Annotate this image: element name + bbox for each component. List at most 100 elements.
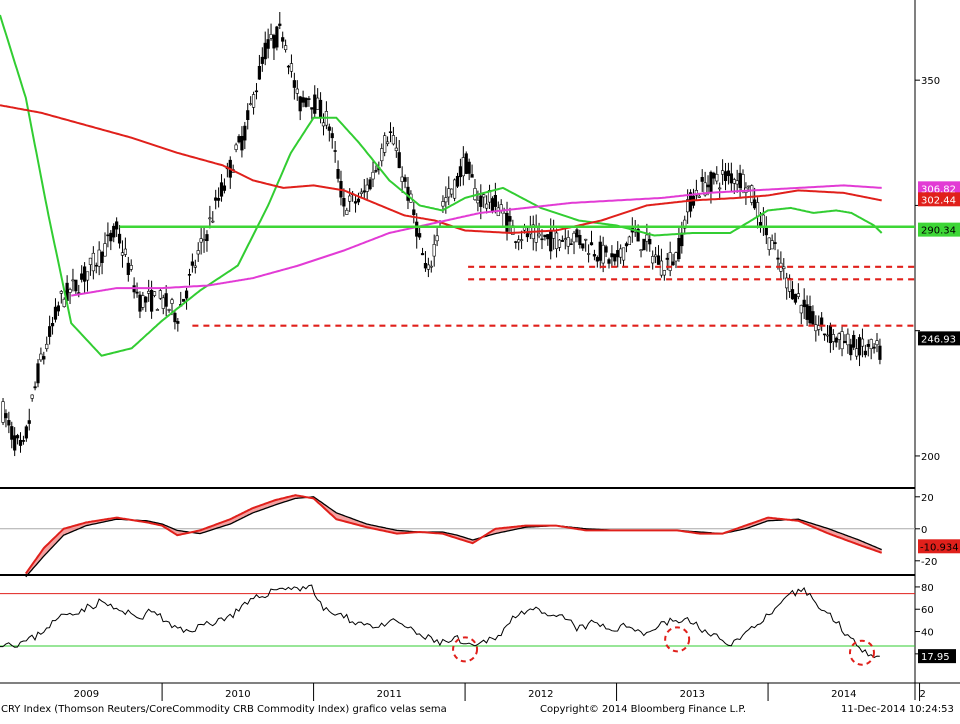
candle-body: [263, 42, 267, 60]
candle-body: [36, 363, 40, 384]
candle-body: [50, 322, 55, 327]
ma-green-line: [0, 14, 883, 357]
ma-red-line: [0, 104, 882, 235]
candle-body: [688, 192, 693, 212]
candle-body: [371, 171, 375, 180]
candle-body: [613, 253, 617, 262]
candle-body: [4, 413, 8, 419]
candle-body: [761, 214, 765, 228]
candle-body: [205, 234, 209, 242]
candle-body: [831, 334, 835, 342]
candle-body: [592, 254, 597, 257]
candle-body: [755, 202, 760, 217]
candle-body: [150, 289, 154, 312]
candle-body: [840, 331, 844, 350]
candle-body: [586, 253, 591, 255]
candle-body: [217, 198, 221, 201]
candle-body: [284, 45, 288, 51]
candle-body: [604, 246, 608, 253]
candle-body: [10, 426, 14, 440]
candle-body: [654, 254, 658, 258]
price-value-label: 246.93: [921, 334, 956, 345]
candle-body: [336, 169, 340, 179]
candle-body: [645, 234, 649, 242]
candle-body: [601, 244, 605, 264]
candle-body: [39, 353, 43, 361]
candle-body: [182, 298, 186, 302]
candle-body: [292, 80, 296, 88]
candle-body: [147, 290, 151, 294]
candle-body: [656, 255, 661, 265]
candle-body: [639, 249, 643, 252]
candle-body: [318, 99, 323, 119]
candle-body: [546, 234, 550, 240]
price-value-label: 290.34: [921, 226, 956, 237]
candle-body: [866, 343, 870, 347]
candle-body: [869, 339, 873, 349]
x-axis-year-label: 2012: [528, 689, 553, 700]
candle-body: [671, 261, 675, 266]
candle-body: [24, 426, 28, 439]
candle-body: [674, 252, 678, 262]
copyright-text: Copyright© 2014 Bloomberg Finance L.P.: [540, 704, 747, 715]
candle-body: [665, 257, 669, 260]
candle-body: [834, 337, 838, 343]
candle-body: [138, 294, 142, 312]
candle-body: [33, 386, 37, 389]
candle-body: [814, 324, 818, 332]
candle-body: [83, 266, 87, 282]
candle-body: [822, 333, 827, 336]
x-axis-year-label: 2009: [74, 689, 99, 700]
candle-body: [552, 230, 556, 239]
security-description: CRY Index (Thomson Reuters/CoreCommodity…: [1, 704, 447, 715]
candle-body: [790, 289, 795, 300]
candle-body: [243, 125, 247, 141]
candle-body: [269, 34, 273, 39]
candle-body: [875, 340, 879, 346]
candle-body: [648, 239, 652, 245]
candle-body: [158, 290, 162, 299]
candle-body: [345, 209, 349, 215]
candle-body: [27, 420, 31, 424]
candle-body: [219, 182, 224, 197]
candle-body: [196, 250, 200, 255]
candle-body: [415, 221, 419, 237]
candle-body: [432, 244, 436, 257]
candle-body: [155, 309, 160, 311]
oscillator-tick-label: 20: [921, 493, 934, 504]
candle-body: [563, 238, 567, 240]
candle-body: [313, 94, 317, 114]
candle-body: [91, 252, 95, 272]
candle-body: [80, 273, 84, 280]
candle-body: [356, 198, 361, 203]
candle-body: [362, 190, 366, 193]
price-value-label-bg: [918, 181, 960, 196]
candle-body: [514, 241, 518, 243]
candle-body: [680, 232, 684, 247]
price-tick-label: 350: [921, 76, 940, 87]
candle-body: [706, 184, 710, 188]
candle-body: [677, 238, 681, 260]
candle-body: [770, 240, 774, 250]
timestamp: 11-Dec-2014 10:24:53: [841, 704, 954, 715]
candle-body: [718, 187, 722, 190]
candle-body: [566, 237, 570, 247]
candle-body: [537, 233, 541, 237]
candle-body: [385, 141, 390, 145]
candle-body: [578, 234, 582, 245]
candle-body: [855, 348, 859, 357]
candle-body: [240, 135, 244, 151]
candle-body: [135, 291, 139, 294]
candle-body: [56, 305, 60, 312]
candle-body: [525, 233, 530, 238]
candle-body: [642, 238, 646, 251]
candle-body: [418, 233, 422, 238]
candle-body: [517, 239, 521, 243]
candle-body: [412, 209, 416, 216]
rsi-panel: 8060402017.95: [0, 583, 956, 666]
candle-body: [723, 171, 728, 182]
candle-body: [543, 234, 547, 238]
candle-body: [741, 174, 745, 192]
candle-body: [7, 420, 11, 426]
candle-body: [519, 239, 524, 241]
